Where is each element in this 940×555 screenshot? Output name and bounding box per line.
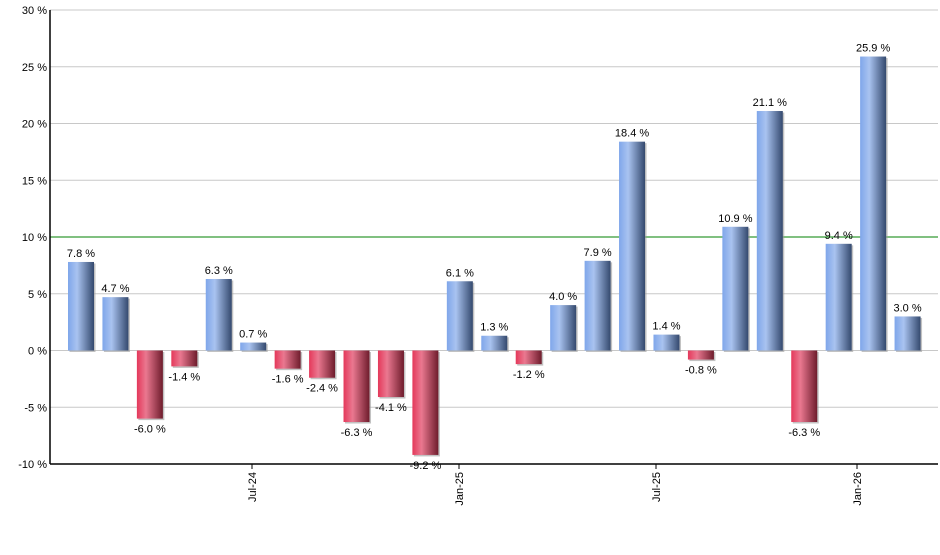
data-label: 7.9 % [584,247,612,259]
data-label: -6.3 % [341,427,373,439]
y-tick-label: 20 % [22,119,47,131]
y-tick-label: 10 % [22,232,47,244]
data-label: -1.6 % [272,374,304,386]
bar [377,350,404,398]
bar [343,350,370,423]
data-label: 25.9 % [856,43,890,55]
bar [240,342,267,351]
bar [894,316,921,351]
bar [136,350,163,419]
data-label: -6.3 % [788,427,820,439]
data-labels: 7.8 % 4.7 % -6.0 % -1.4 % 6.3 % 0.7 % -1.6 %-2… [67,43,922,472]
y-tick-label: 25 % [22,62,47,74]
axes: -10 % -5 % 0 % 5 % 10 % 15 % 20 % 25 % 30 % Jul-2… [18,5,938,506]
data-label: 4.0 % [549,291,577,303]
data-label: 1.3 % [480,322,508,334]
bar [722,226,749,351]
data-label: 18.4 % [615,128,649,140]
x-tick-label: Jan-25 [454,472,466,506]
bar [756,111,783,351]
bar [825,243,852,351]
data-label: 1.4 % [652,321,680,333]
data-label: 4.7 % [101,283,129,295]
y-tick-label: -10 % [18,459,47,471]
bar [205,278,232,351]
bar [171,350,198,367]
data-label: -4.1 % [375,402,407,414]
data-label: 6.3 % [205,265,233,277]
data-label: -6.0 % [134,424,166,436]
data-label: 3.0 % [893,302,921,314]
data-label: 7.8 % [67,248,95,260]
data-label: 10.9 % [718,213,752,225]
bars [68,56,923,457]
data-label: -0.8 % [685,365,717,377]
y-tick-label: 0 % [28,346,47,358]
bar [68,261,94,351]
data-label: -1.4 % [168,371,200,383]
x-tick-label: Jul-25 [651,472,663,502]
bar [550,305,577,351]
bar [860,56,887,351]
data-label: -9.2 % [410,460,442,472]
bar [515,350,542,365]
bar [309,350,336,378]
y-tick-label: 5 % [28,289,47,301]
data-label: 6.1 % [446,267,474,279]
bar [791,350,818,423]
x-tick-label: Jul-24 [247,472,259,502]
bar [687,350,714,360]
bar [412,350,439,455]
bar [446,281,473,351]
data-label: -2.4 % [306,383,338,395]
gridlines [50,9,938,465]
data-label: -1.2 % [513,369,545,381]
y-tick-label: 30 % [22,5,47,17]
bar [274,350,301,369]
data-label: 0.7 % [239,329,267,341]
bar [619,141,646,351]
data-label: 21.1 % [753,97,787,109]
bar [653,334,680,351]
y-tick-label: -5 % [24,402,47,414]
bar [481,335,508,351]
x-tick-label: Jan-26 [852,472,864,506]
bar [584,260,611,351]
y-tick-label: 15 % [22,175,47,187]
data-label: 9.4 % [825,230,853,242]
bar [102,297,129,351]
